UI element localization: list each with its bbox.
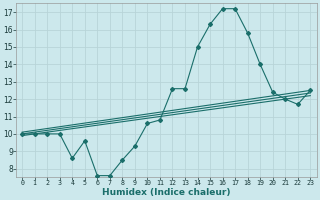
X-axis label: Humidex (Indice chaleur): Humidex (Indice chaleur) (102, 188, 230, 197)
